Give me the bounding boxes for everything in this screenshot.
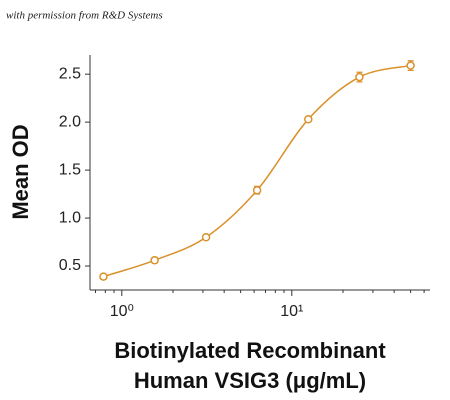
x-axis-label: Biotinylated Recombinant — [114, 338, 386, 363]
x-axis-label: Human VSIG3 (μg/mL) — [134, 368, 366, 393]
y-tick-label: 2.0 — [59, 113, 81, 130]
y-tick-label: 2.5 — [59, 65, 81, 82]
data-point — [355, 72, 364, 82]
y-axis-label: Mean OD — [8, 124, 33, 219]
x-tick-label: 10⁰ — [110, 303, 134, 320]
data-point — [150, 256, 159, 265]
data-point — [304, 115, 313, 124]
y-tick-label: 0.5 — [59, 257, 81, 274]
permission-note: with permission from R&D Systems — [6, 10, 163, 22]
data-point — [99, 272, 108, 281]
fit-curve — [103, 64, 411, 278]
data-point — [252, 185, 262, 195]
x-tick-label: 10¹ — [280, 303, 303, 320]
data-point — [406, 61, 415, 70]
data-point — [201, 232, 211, 242]
y-tick-label: 1.5 — [59, 161, 81, 178]
y-tick-label: 1.0 — [59, 209, 81, 226]
